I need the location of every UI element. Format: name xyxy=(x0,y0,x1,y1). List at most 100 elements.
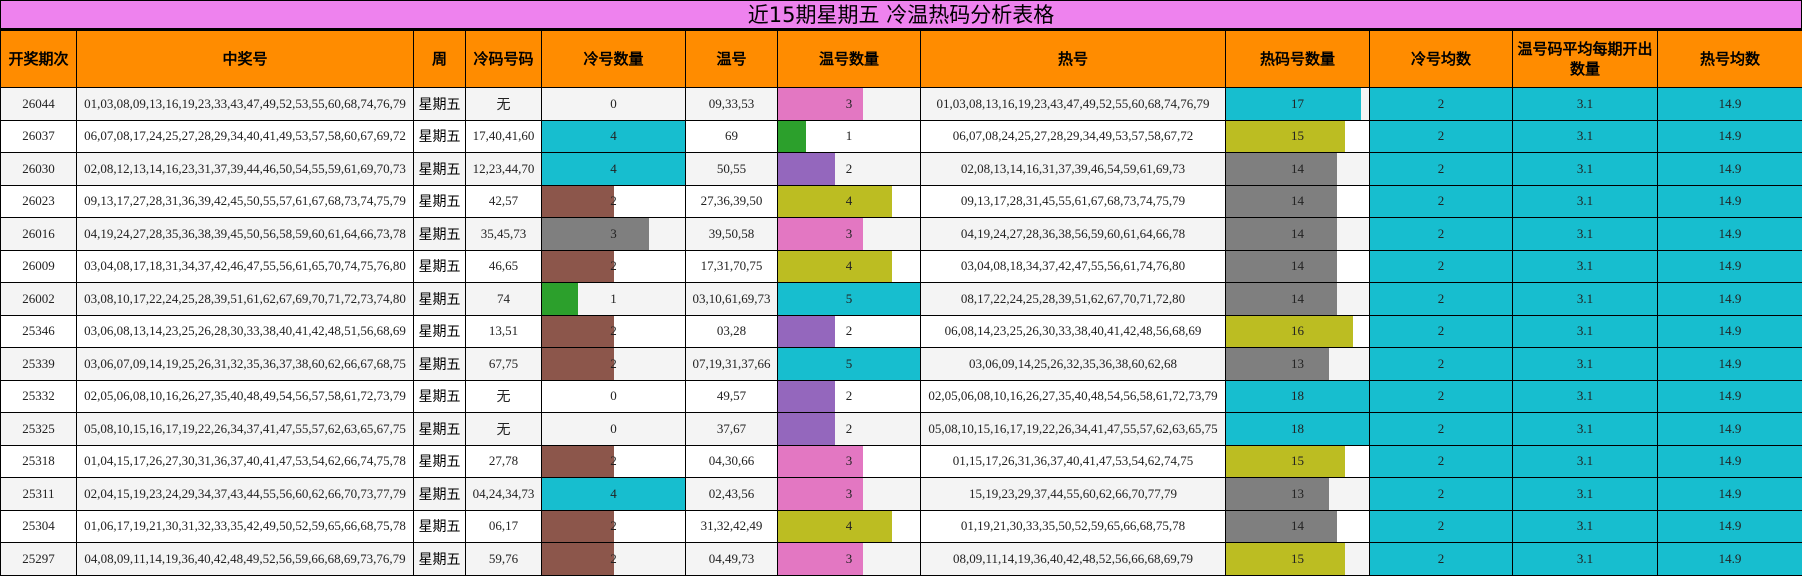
hot-count-cell-value: 13 xyxy=(1291,355,1304,371)
hot-count-cell-value: 14 xyxy=(1291,518,1304,534)
cold-cell-value: 13,51 xyxy=(488,323,519,339)
cold-avg-cell: 2 xyxy=(1369,477,1513,511)
week-cell: 星期五 xyxy=(413,184,466,218)
hot-cell: 02,08,13,14,16,31,37,39,46,54,59,61,69,7… xyxy=(920,152,1226,186)
hot-cell-value: 01,19,21,30,33,35,50,52,59,65,66,68,75,7… xyxy=(960,518,1186,534)
warm-cell: 04,30,66 xyxy=(685,444,778,478)
warm-count-cell-bar xyxy=(778,185,892,217)
warm-count-cell-bar xyxy=(778,478,864,510)
cold-count-cell: 2 xyxy=(541,347,686,381)
warm-count-cell-bar xyxy=(778,445,864,477)
cold-count-cell: 4 xyxy=(541,119,686,153)
hot-count-cell: 14 xyxy=(1225,509,1370,543)
cold-cell-value: 无 xyxy=(496,96,511,113)
hot-count-cell: 13 xyxy=(1225,347,1370,381)
table-row: 25346 03,06,08,13,14,23,25,26,28,30,33,38… xyxy=(0,314,1802,348)
numbers-cell-value: 01,06,17,19,21,30,31,32,33,35,42,49,50,5… xyxy=(84,518,406,534)
warm-avg-cell-value: 3.1 xyxy=(1576,518,1594,534)
cold-avg-cell-value: 2 xyxy=(1437,323,1445,339)
cold-count-cell: 4 xyxy=(541,477,686,511)
numbers-cell: 01,04,15,17,26,27,30,31,36,37,40,41,47,5… xyxy=(76,444,414,478)
header-row: 开奖期次 中奖号 周 冷码号码 冷号数量 温号 温号数量 热号 热码号数量 冷号… xyxy=(0,30,1802,88)
hot-avg-cell-value: 14.9 xyxy=(1718,518,1742,534)
warm-cell-value: 17,31,70,75 xyxy=(700,258,763,274)
warm-cell-value: 49,57 xyxy=(716,388,747,404)
hot-count-cell-value: 14 xyxy=(1291,258,1304,274)
issue-cell: 26009 xyxy=(0,249,77,283)
week-cell-value: 星期五 xyxy=(418,129,461,146)
hot-cell-value: 15,19,23,29,37,44,55,60,62,66,70,77,79 xyxy=(969,485,1177,501)
cold-avg-cell-value: 2 xyxy=(1437,128,1445,144)
numbers-cell: 01,03,08,09,13,16,19,23,33,43,47,49,52,5… xyxy=(76,87,414,121)
issue-cell-value: 25297 xyxy=(22,550,55,566)
hot-cell-value: 05,08,10,15,16,17,19,22,26,34,41,47,55,5… xyxy=(928,420,1218,436)
issue-cell-value: 25332 xyxy=(22,388,55,404)
hot-avg-cell: 14.9 xyxy=(1657,249,1802,283)
hot-count-cell: 15 xyxy=(1225,119,1370,153)
header-numbers: 中奖号 xyxy=(76,30,414,88)
week-cell: 星期五 xyxy=(413,217,466,251)
hot-count-cell-bar xyxy=(1226,250,1338,282)
hot-cell: 05,08,10,15,16,17,19,22,26,34,41,47,55,5… xyxy=(920,412,1226,446)
hot-cell: 01,03,08,13,16,19,23,43,47,49,52,55,60,6… xyxy=(920,87,1226,121)
hot-avg-cell: 14.9 xyxy=(1657,119,1802,153)
warm-avg-cell-value: 3.1 xyxy=(1576,225,1594,241)
hot-avg-cell-value: 14.9 xyxy=(1718,485,1742,501)
warm-count-cell: 3 xyxy=(777,444,921,478)
header-cold: 冷码号码 xyxy=(465,30,542,88)
hot-count-cell-value: 17 xyxy=(1291,95,1304,111)
week-cell: 星期五 xyxy=(413,412,466,446)
warm-cell: 07,19,31,37,66 xyxy=(685,347,778,381)
numbers-cell-value: 06,07,08,17,24,25,27,28,29,34,40,41,49,5… xyxy=(84,128,406,144)
hot-cell: 09,13,17,28,31,45,55,61,67,68,73,74,75,7… xyxy=(920,184,1226,218)
cold-count-cell: 0 xyxy=(541,412,686,446)
warm-cell-value: 50,55 xyxy=(716,160,747,176)
cold-count-cell-bar xyxy=(542,478,685,510)
cold-cell: 04,24,34,73 xyxy=(465,477,542,511)
cold-count-cell-value: 2 xyxy=(610,453,617,469)
warm-avg-cell-value: 3.1 xyxy=(1576,258,1594,274)
warm-cell: 49,57 xyxy=(685,379,778,413)
numbers-cell: 03,06,08,13,14,23,25,26,28,30,33,38,40,4… xyxy=(76,314,414,348)
week-cell-value: 星期五 xyxy=(418,259,461,276)
header-week: 周 xyxy=(413,30,466,88)
cold-avg-cell: 2 xyxy=(1369,314,1513,348)
numbers-cell-value: 05,08,10,15,16,17,19,22,26,34,37,41,47,5… xyxy=(84,420,406,436)
table-row: 25339 03,06,07,09,14,19,25,26,31,32,35,36… xyxy=(0,347,1802,381)
hot-count-cell: 14 xyxy=(1225,282,1370,316)
week-cell: 星期五 xyxy=(413,119,466,153)
cold-cell: 35,45,73 xyxy=(465,217,542,251)
issue-cell-value: 26016 xyxy=(22,225,55,241)
hot-count-cell-value: 15 xyxy=(1291,128,1304,144)
warm-count-cell: 3 xyxy=(777,87,921,121)
cold-cell: 59,76 xyxy=(465,542,542,576)
warm-avg-cell-value: 3.1 xyxy=(1576,550,1594,566)
warm-avg-cell: 3.1 xyxy=(1512,314,1658,348)
cold-avg-cell: 2 xyxy=(1369,412,1513,446)
numbers-cell-value: 03,06,07,09,14,19,25,26,31,32,35,36,37,3… xyxy=(84,355,406,371)
hot-count-cell-bar xyxy=(1226,478,1330,510)
hot-count-cell-value: 18 xyxy=(1291,388,1304,404)
hot-avg-cell-value: 14.9 xyxy=(1718,420,1742,436)
warm-avg-cell-value: 3.1 xyxy=(1576,323,1594,339)
warm-count-cell-bar xyxy=(778,413,835,445)
hot-count-cell-bar xyxy=(1226,283,1338,315)
hot-count-cell: 14 xyxy=(1225,152,1370,186)
hot-count-cell: 15 xyxy=(1225,542,1370,576)
table-row: 26009 03,04,08,17,18,31,34,37,42,46,47,55… xyxy=(0,249,1802,283)
warm-avg-cell: 3.1 xyxy=(1512,249,1658,283)
warm-count-cell: 3 xyxy=(777,217,921,251)
warm-avg-cell: 3.1 xyxy=(1512,477,1658,511)
warm-count-cell-value: 3 xyxy=(845,225,853,241)
issue-cell-value: 25311 xyxy=(22,485,55,501)
week-cell: 星期五 xyxy=(413,347,466,381)
hot-cell-value: 09,13,17,28,31,45,55,61,67,68,73,74,75,7… xyxy=(960,193,1186,209)
hot-count-cell-value: 18 xyxy=(1291,420,1304,436)
cold-cell-value: 06,17 xyxy=(488,518,519,534)
cold-avg-cell-value: 2 xyxy=(1437,193,1445,209)
cold-count-cell-value: 0 xyxy=(610,420,617,436)
issue-cell: 25318 xyxy=(0,444,77,478)
warm-cell-value: 69 xyxy=(725,128,738,144)
warm-count-cell-bar xyxy=(778,543,864,575)
hot-count-cell: 16 xyxy=(1225,314,1370,348)
